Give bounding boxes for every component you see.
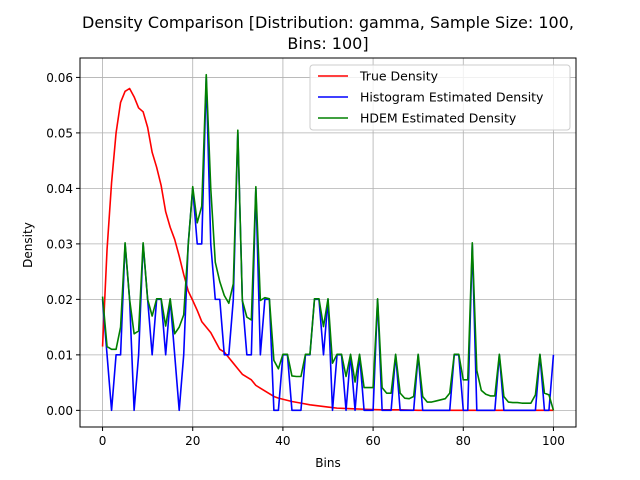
x-tick-label: 60 xyxy=(365,434,380,448)
legend-label-true-density: True Density xyxy=(359,69,439,84)
y-tick-label: 0.01 xyxy=(46,348,73,362)
series-line-hdem-estimated-density xyxy=(101,73,555,411)
x-axis-label: Bins xyxy=(315,456,340,470)
y-tick-label: 0.03 xyxy=(46,237,73,251)
y-tick-label: 0.04 xyxy=(46,182,73,196)
x-tick-label: 40 xyxy=(275,434,290,448)
legend-label-hdem-estimated-density: HDEM Estimated Density xyxy=(360,111,517,126)
series-lines xyxy=(101,73,555,412)
axis-ticks: 0 20 40 60 80 100 0.00 0.01 0.02 0.03 0.04 0.05 0.06 xyxy=(46,71,565,448)
legend: True Density Histogram Estimated Density H… xyxy=(309,64,571,131)
y-tick-label: 0.06 xyxy=(46,71,73,85)
x-tick-label: 100 xyxy=(542,434,565,448)
chart-title-line-2: Bins: 100] xyxy=(287,34,368,53)
legend-box xyxy=(309,64,571,131)
y-axis-label: Density xyxy=(21,222,35,268)
x-tick-label: 80 xyxy=(456,434,471,448)
grid-lines xyxy=(80,58,576,427)
legend-label-histogram-estimated-density: Histogram Estimated Density xyxy=(360,90,544,105)
y-tick-label: 0.02 xyxy=(46,293,73,307)
y-tick-label: 0.05 xyxy=(46,126,73,140)
y-tick-label: 0.00 xyxy=(46,404,73,418)
chart-title-line-1: Density Comparison [Distribution: gamma,… xyxy=(82,13,574,32)
x-tick-label: 20 xyxy=(185,434,200,448)
plot-frame xyxy=(79,57,577,428)
x-tick-label: 0 xyxy=(99,434,107,448)
